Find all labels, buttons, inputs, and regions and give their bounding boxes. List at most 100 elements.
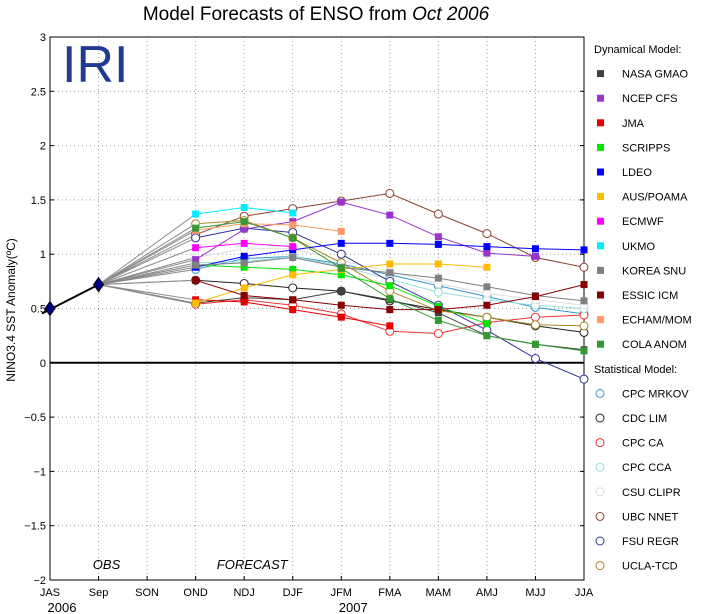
legend-header-statistical: Statistical Model: xyxy=(594,364,677,376)
legend-label: LDEO xyxy=(622,167,652,179)
x-axis-ticks: JAS Sep SON OND NDJ DJF JFM FMA MAM AMJ MJJ JJA 2006… xyxy=(40,576,594,614)
y-tick-label: 2 xyxy=(40,141,46,153)
x-tick-label: SON xyxy=(135,587,159,599)
data-point-square xyxy=(483,243,491,251)
x-tick-label: DJF xyxy=(283,587,303,599)
data-point-square xyxy=(386,282,394,290)
legend-label: CPC CA xyxy=(622,438,664,450)
y-tick-label: −2 xyxy=(33,575,46,587)
data-point-circle xyxy=(579,374,589,384)
data-point-square xyxy=(192,276,200,284)
data-point-square xyxy=(240,259,248,267)
data-point-square xyxy=(483,320,491,328)
data-point-square xyxy=(337,313,345,321)
y-tick-label: 0 xyxy=(40,358,46,370)
y-tick-label: −1.5 xyxy=(24,521,46,533)
legend-marker-square xyxy=(597,70,604,78)
data-point-square xyxy=(580,281,588,289)
data-point-circle xyxy=(191,233,201,243)
legend-label: CPC MRKOV xyxy=(622,388,689,400)
legend-label: COLA ANOM xyxy=(622,339,687,351)
legend-label: CDC LIM xyxy=(622,413,667,425)
data-point-square xyxy=(434,260,442,268)
series-line xyxy=(195,223,342,232)
data-point-square xyxy=(483,249,491,257)
data-point-circle xyxy=(579,262,589,272)
data-point-square xyxy=(192,224,200,232)
legend-marker-circle xyxy=(595,438,605,448)
data-point-circle xyxy=(482,229,492,239)
data-point-square xyxy=(386,260,394,268)
data-point-square xyxy=(289,234,297,242)
series-ecmwf xyxy=(98,239,297,286)
year-label: 2007 xyxy=(339,600,368,614)
data-point-circle xyxy=(530,353,540,363)
data-point-circle xyxy=(433,287,443,297)
legend-label: UBC NNET xyxy=(622,511,679,523)
data-point-square xyxy=(192,210,200,218)
y-axis-label: NINO3.4 SST Anomaly(ºC) xyxy=(4,238,18,382)
legend-marker-square xyxy=(597,266,604,274)
x-tick-label: NDJ xyxy=(233,587,254,599)
data-point-square xyxy=(289,306,297,314)
legend-marker-square xyxy=(597,217,604,225)
data-point-square xyxy=(240,225,248,233)
legend-label: CPC CCA xyxy=(622,462,672,474)
data-point-square xyxy=(531,293,539,301)
series-connector xyxy=(98,264,196,286)
x-tick-label: MJJ xyxy=(525,587,545,599)
legend-marker-square xyxy=(597,94,604,102)
legend-label: KOREA SNU xyxy=(622,265,686,277)
data-point-square xyxy=(483,263,491,271)
legend-label: SCRIPPS xyxy=(622,142,670,154)
legend-marker-square xyxy=(597,316,604,324)
legend-label: ECMWF xyxy=(622,216,664,228)
x-tick-label: OND xyxy=(183,587,208,599)
data-point-square xyxy=(240,204,248,212)
legend-marker-circle xyxy=(595,487,605,497)
data-point-square xyxy=(240,284,248,292)
legend-label: NCEP CFS xyxy=(622,93,677,105)
data-point-square xyxy=(337,198,345,206)
data-point-square xyxy=(386,269,394,277)
series-connector xyxy=(98,279,196,286)
data-point-square xyxy=(240,291,248,299)
data-point-circle xyxy=(336,249,346,259)
legend-marker-square xyxy=(597,168,604,176)
y-tick-label: 1 xyxy=(40,249,46,261)
data-point-circle xyxy=(433,209,443,219)
data-point-circle xyxy=(385,188,395,198)
legend-marker-circle xyxy=(595,561,605,571)
series-connector xyxy=(98,227,196,286)
data-point-circle xyxy=(579,321,589,331)
data-point-circle xyxy=(530,320,540,330)
period-label: OBS xyxy=(93,557,121,572)
period-label: FORECAST xyxy=(217,557,289,572)
data-point-square xyxy=(386,322,394,330)
legend-label: ECHAM/MOM xyxy=(622,315,692,327)
legend-marker-square xyxy=(597,291,604,299)
data-point-square xyxy=(192,244,200,252)
series-connector xyxy=(98,284,196,301)
data-point-square xyxy=(531,252,539,260)
series-connector xyxy=(98,247,196,286)
x-tick-label: JFM xyxy=(331,587,352,599)
series-connector xyxy=(98,237,196,286)
x-tick-label: JAS xyxy=(40,587,60,599)
legend: Dynamical Model: NASA GMAO NCEP CFS JMA SCRI… xyxy=(594,44,692,573)
legend-label: FSU REGR xyxy=(622,536,679,548)
data-point-square xyxy=(289,271,297,279)
data-point-circle xyxy=(433,328,443,338)
data-point-square xyxy=(289,221,297,229)
data-point-square xyxy=(289,253,297,261)
legend-label: AUS/POAMA xyxy=(622,192,688,204)
x-tick-label: MAM xyxy=(426,587,452,599)
data-point-square xyxy=(337,239,345,247)
x-tick-label: FMA xyxy=(378,587,402,599)
series-observed xyxy=(41,276,105,317)
legend-marker-square xyxy=(597,119,604,127)
data-point-square xyxy=(386,306,394,314)
iri-logo: IRI xyxy=(62,36,128,94)
data-point-square xyxy=(192,261,200,269)
data-point-square xyxy=(483,332,491,340)
